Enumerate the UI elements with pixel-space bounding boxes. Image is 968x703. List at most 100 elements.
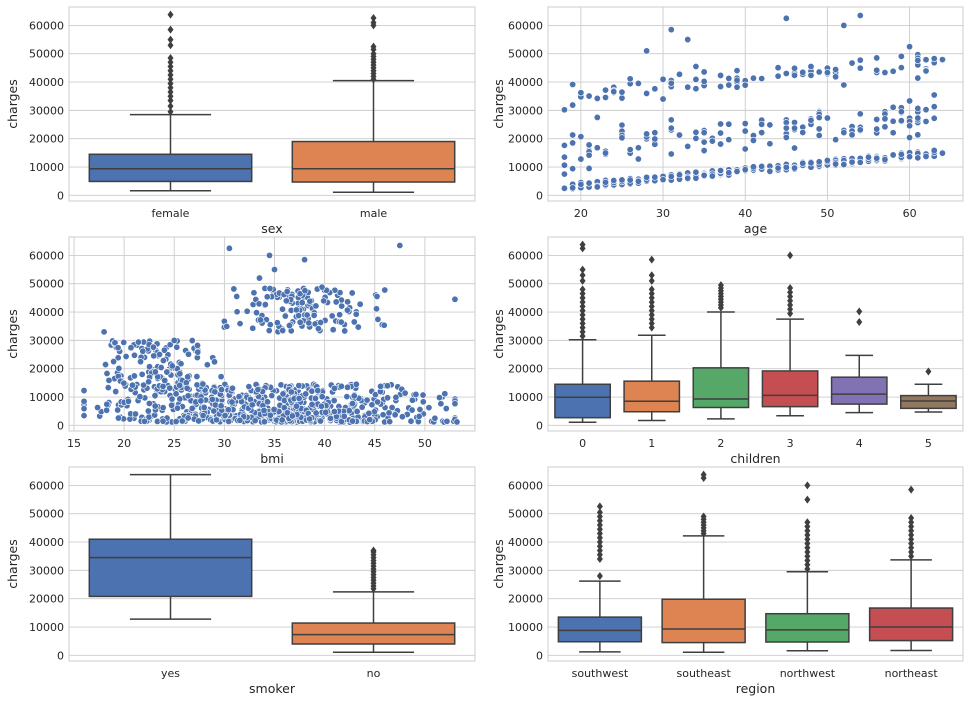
scatter-point (569, 139, 577, 147)
scatter-point (146, 363, 154, 371)
scatter-point (348, 400, 356, 408)
scatter-point (717, 120, 725, 128)
outlier-point (579, 289, 586, 298)
scatter-point (265, 251, 273, 259)
scatter-point (906, 122, 914, 130)
outlier-point (648, 302, 655, 311)
scatter-point (230, 285, 238, 293)
scatter-point (306, 415, 314, 423)
scatter-point (217, 373, 225, 381)
scatter-point (266, 285, 274, 293)
scatter-point (80, 397, 88, 405)
box-5 (900, 367, 957, 413)
scatter-point (296, 318, 304, 326)
scatter-point (114, 354, 122, 362)
scatter-point (193, 381, 201, 389)
scatter-point (373, 292, 381, 300)
scatter-point (856, 158, 864, 166)
outlier-point (370, 42, 377, 51)
scatter-point (873, 115, 881, 123)
y-tick-label: 20000 (508, 593, 543, 606)
scatter-point (717, 83, 725, 91)
scatter-point (758, 75, 766, 83)
scatter-point (80, 387, 88, 395)
scatter-point (692, 174, 700, 182)
scatter-point (292, 306, 300, 314)
y-tick-label: 10000 (508, 161, 543, 174)
y-tick-label: 50000 (508, 278, 543, 291)
y-tick-label: 0 (536, 419, 543, 432)
scatter-point (593, 113, 601, 121)
scatter-point (832, 136, 840, 144)
y-tick-label: 10000 (29, 161, 64, 174)
scatter-point (782, 124, 790, 132)
y-tick-label: 10000 (508, 391, 543, 404)
scatter-point (392, 393, 400, 401)
scatter-point (782, 69, 790, 77)
scatter-point (308, 400, 316, 408)
scatter-point (659, 176, 667, 184)
scatter-point (102, 361, 110, 369)
outlier-point (579, 323, 586, 332)
scatter-point (279, 390, 287, 398)
x-axis-label: smoker (249, 681, 296, 696)
scatter-point (741, 81, 749, 89)
scatter-point (211, 388, 219, 396)
scatter-point (848, 158, 856, 166)
scatter-point (906, 97, 914, 105)
outlier-point (370, 14, 377, 23)
scatter-point (873, 125, 881, 133)
scatter-point (930, 146, 938, 154)
scatter-point (330, 408, 338, 416)
scatter-point (840, 21, 848, 29)
scatter-point (416, 405, 424, 413)
scatter-point (906, 43, 914, 51)
scatter-point (560, 106, 568, 114)
scatter-point (577, 180, 585, 188)
outlier-point (908, 539, 915, 548)
scatter-point (823, 69, 831, 77)
scatter-point (322, 408, 330, 416)
scatter-point (823, 156, 831, 164)
outlier-point (579, 332, 586, 341)
scatter-point (114, 406, 122, 414)
scatter-point (208, 395, 216, 403)
outlier-point (596, 555, 603, 564)
scatter-point (80, 405, 88, 413)
scatter-point (268, 392, 276, 400)
x-tick-label: 50 (418, 437, 432, 450)
scatter-point (245, 383, 253, 391)
outlier-point (167, 10, 174, 19)
scatter-point (293, 402, 301, 410)
scatter-point (442, 405, 450, 413)
plot-charges-by-smoker: 0 10000 20000 30000 40000 50000 60000 yes no smo… (5, 466, 476, 696)
scatter-point (110, 358, 118, 366)
iqr-box (291, 622, 456, 645)
scatter-point (137, 358, 145, 366)
scatter-point (708, 137, 716, 145)
scatter-point (103, 406, 111, 414)
scatter-point (807, 159, 815, 167)
scatter-point (200, 403, 208, 411)
plot-frame (547, 466, 964, 662)
scatter-point (282, 297, 290, 305)
x-tick-label: 45 (368, 437, 382, 450)
x-tick-label: 20 (574, 207, 588, 220)
y-tick-label: 50000 (29, 48, 64, 61)
scatter-point (176, 395, 184, 403)
scatter-point (749, 74, 757, 82)
outlier-point (804, 481, 811, 490)
scatter-point (856, 56, 864, 64)
scatter-point (224, 406, 232, 414)
scatter-point (344, 298, 352, 306)
outlier-point (648, 298, 655, 307)
outlier-point (579, 306, 586, 315)
outlier-point (804, 564, 811, 573)
scatter-point (178, 417, 186, 425)
x-tick-label: 15 (67, 437, 81, 450)
scatter-point (331, 384, 339, 392)
scatter-point (144, 407, 152, 415)
y-tick-label: 30000 (29, 564, 64, 577)
scatter-point (782, 14, 790, 22)
scatter-point (881, 115, 889, 123)
